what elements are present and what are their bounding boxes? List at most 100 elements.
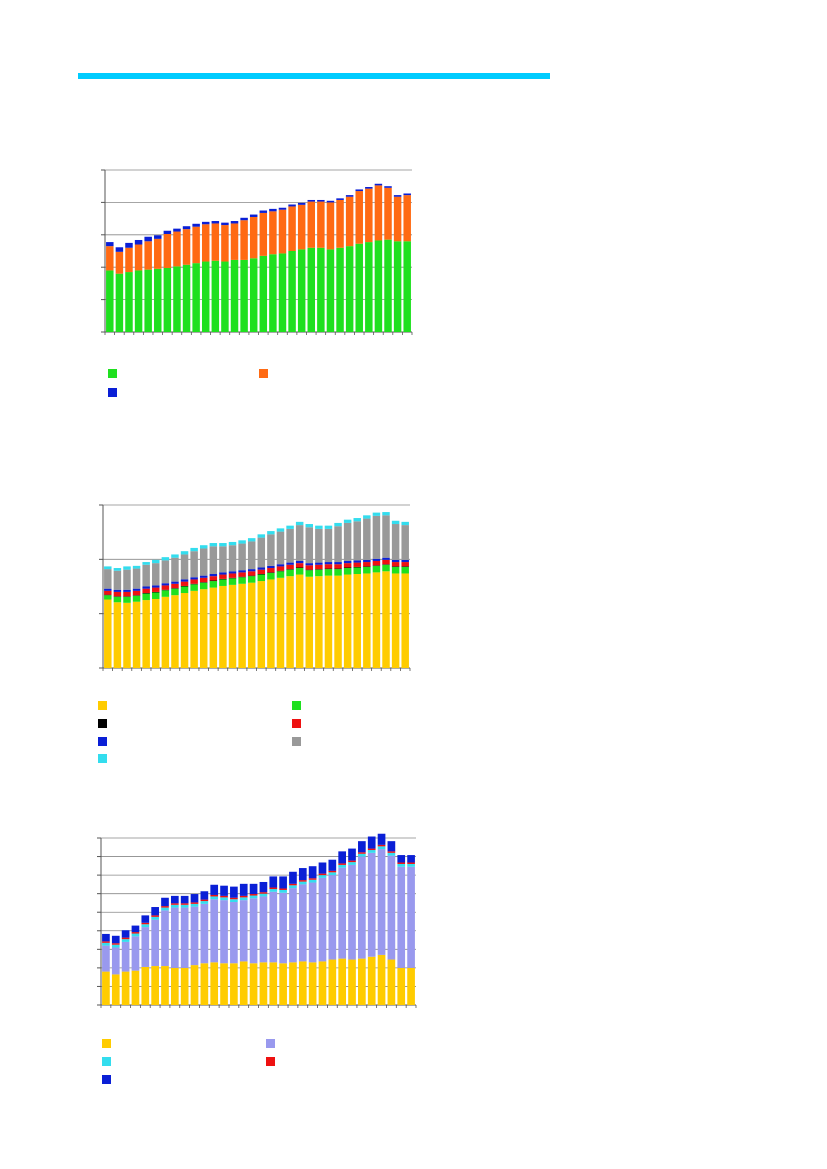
bar-segment: [276, 577, 285, 668]
bar-segment: [151, 919, 159, 967]
bar-segment: [190, 894, 199, 903]
bar-segment: [219, 579, 227, 586]
bar-segment: [269, 889, 278, 892]
bar-segment: [367, 848, 376, 851]
bar-segment: [401, 521, 409, 526]
bar-segment: [121, 971, 130, 1005]
bar-segment: [365, 242, 373, 332]
bar-segment: [377, 844, 386, 847]
bar-segment: [384, 187, 392, 240]
bar-segment: [220, 963, 228, 1005]
bar-segment: [353, 560, 361, 563]
bar-segment: [192, 226, 200, 264]
bar-segment: [343, 567, 352, 569]
bar-segment: [286, 576, 294, 668]
bar-segment: [259, 896, 268, 963]
bar-segment: [190, 551, 198, 578]
bar-segment: [132, 568, 141, 589]
bar-segment: [397, 855, 406, 863]
bar-segment: [403, 195, 411, 242]
bar-segment: [295, 563, 304, 568]
bar-segment: [210, 899, 219, 963]
bar-segment: [163, 268, 172, 332]
bar-segment: [343, 560, 352, 564]
bar-segment: [286, 525, 294, 529]
bar-segment: [228, 578, 237, 585]
bar-segment: [247, 582, 256, 668]
bar-segment: [210, 884, 219, 895]
bar-segment: [131, 933, 140, 937]
legend-swatch: [108, 388, 117, 397]
bar-segment: [391, 520, 400, 525]
bar-segment: [334, 569, 342, 576]
bar-segment: [372, 558, 381, 561]
bar-segment: [142, 562, 150, 565]
bar-segment: [363, 515, 371, 519]
bar-segment: [348, 959, 356, 1005]
bar-segment: [269, 254, 277, 332]
bar-segment: [180, 586, 189, 594]
bar-segment: [336, 247, 344, 332]
bar-segment: [267, 579, 275, 668]
bar-segment: [295, 567, 304, 569]
bar-segment: [348, 860, 356, 863]
bar-segment: [295, 521, 304, 526]
bar-segment: [345, 246, 354, 332]
bar-segment: [219, 572, 227, 575]
bar-segment: [298, 961, 307, 1005]
bar-segment: [228, 577, 237, 579]
bar-segment: [230, 221, 239, 224]
bar-segment: [171, 581, 179, 584]
bar-segment: [305, 563, 314, 566]
legend-swatch: [259, 369, 268, 378]
bar-segment: [220, 885, 228, 896]
bar-segment: [121, 939, 130, 942]
bar-segment: [278, 209, 287, 254]
bar-segment: [200, 903, 209, 964]
bar-segment: [307, 199, 316, 202]
bar-segment: [142, 588, 150, 594]
bar-segment: [363, 518, 371, 560]
bar-segment: [190, 577, 198, 580]
bar-segment: [209, 581, 218, 588]
bar-segment: [152, 585, 160, 588]
bar-segment: [131, 925, 140, 933]
bar-segment: [190, 906, 199, 966]
bar-segment: [391, 559, 400, 563]
bar-segment: [278, 253, 287, 332]
bar-segment: [219, 585, 227, 668]
bar-segment: [298, 881, 307, 885]
bar-segment: [315, 576, 323, 668]
bar-segment: [152, 592, 160, 599]
bar-segment: [269, 887, 278, 890]
bar-segment: [102, 971, 110, 1005]
bar-segment: [240, 220, 248, 260]
bar-segment: [276, 528, 285, 532]
bar-segment: [106, 270, 114, 332]
bar-segment: [199, 582, 208, 583]
bar-segment: [134, 244, 143, 271]
bar-segment: [144, 241, 152, 270]
bar-segment: [315, 564, 323, 570]
legend-swatch: [292, 719, 301, 728]
bar-segment: [355, 191, 363, 244]
bar-segment: [123, 596, 131, 603]
bar-segment: [211, 260, 220, 332]
bar-segment: [161, 596, 170, 668]
bar-segment: [102, 933, 110, 942]
bar-segment: [200, 899, 209, 902]
bar-segment: [407, 866, 415, 968]
bar-segment: [161, 907, 169, 911]
bar-segment: [132, 595, 141, 602]
bar-segment: [161, 910, 169, 967]
bar-segment: [152, 563, 160, 586]
bar-segment: [305, 569, 314, 571]
bar-segment: [134, 239, 143, 245]
bar-segment: [382, 571, 390, 668]
bar-segment: [363, 559, 371, 563]
bar-segment: [190, 579, 198, 584]
legend-swatch: [292, 737, 301, 746]
bar-segment: [267, 572, 275, 573]
bar-segment: [132, 595, 141, 596]
bar-segment: [278, 207, 287, 210]
